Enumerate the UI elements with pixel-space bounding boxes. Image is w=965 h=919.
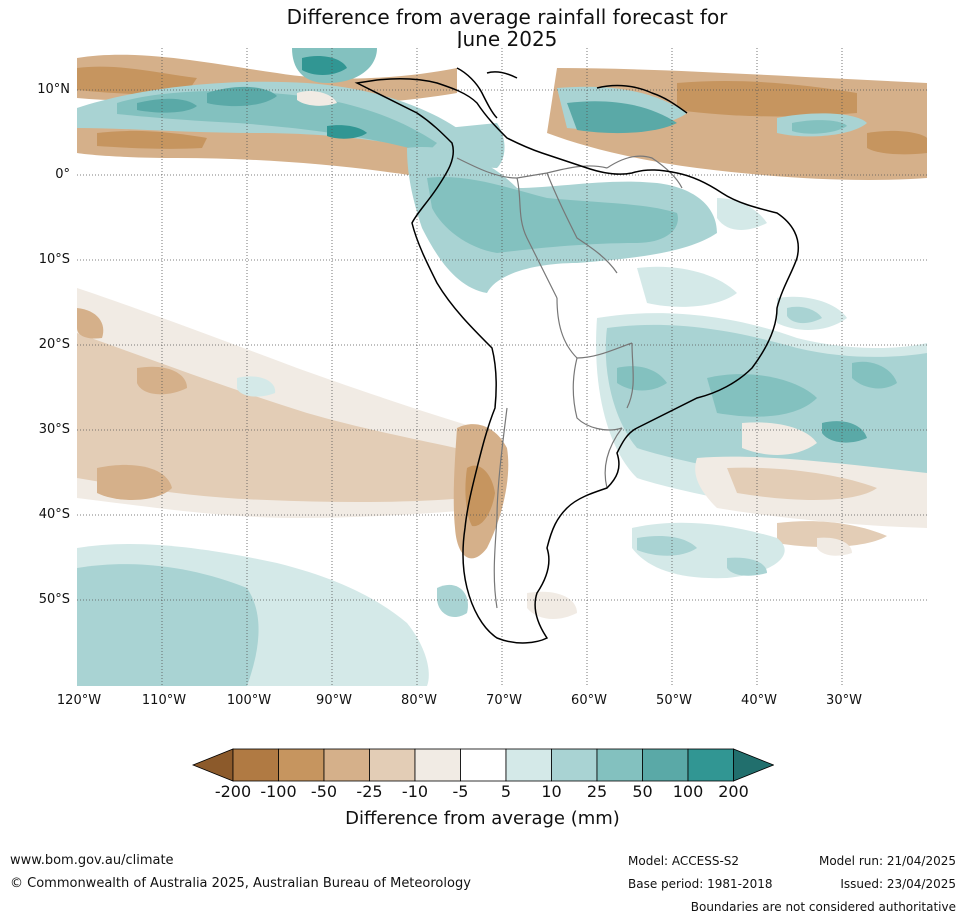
colorbar-cell [505,748,552,782]
footer-base-period: Base period: 1981-2018 [628,877,773,891]
lon-label-120w: 120°W [56,693,102,708]
lat-label-10n: 10°N [37,82,70,97]
colorbar-cells [192,748,774,782]
footer-copyright: © Commonwealth of Australia 2025, Austra… [10,876,471,891]
title-line-2: June 2025 [456,27,558,51]
colorbar-label: Difference from average (mm) [345,808,620,829]
colorbar-extend-low [192,748,234,782]
lon-label-60w: 60°W [571,693,607,708]
colorbar-cell [642,748,689,782]
lon-label-70w: 70°W [486,693,522,708]
colorbar-tick-label: -10 [401,782,429,801]
lon-label-30w: 30°W [826,693,862,708]
footer-model: Model: ACCESS-S2 [628,854,740,868]
colorbar-cell [687,748,734,782]
colorbar-tick-label: -50 [310,782,338,801]
colorbar-cell [232,748,279,782]
colorbar-tick-label: -5 [452,782,469,801]
colorbar-tick-label: -100 [260,782,297,801]
map-title: Difference from average rainfall forecas… [0,6,965,50]
colorbar-tick-label: -25 [356,782,383,801]
rainfall-map [77,48,927,686]
lat-label-40s: 40°S [38,507,70,522]
lat-label-0: 0° [55,167,70,182]
footer-website: www.bom.gov.au/climate [10,853,174,868]
lon-label-40w: 40°W [741,693,777,708]
colorbar-cell [323,748,370,782]
colorbar-cell [460,748,507,782]
colorbar-cell [278,748,325,782]
colorbar-tick-label: 25 [586,782,608,801]
colorbar [192,748,774,782]
lon-label-80w: 80°W [401,693,437,708]
lon-label-100w: 100°W [226,693,272,708]
colorbar-cell [551,748,598,782]
lat-label-30s: 30°S [38,422,70,437]
colorbar-tick-label: 100 [672,782,704,801]
footer-model-run: Model run: 21/04/2025 [818,854,956,868]
colorbar-tick-label: 50 [632,782,653,801]
colorbar-cell [369,748,416,782]
lon-label-90w: 90°W [316,693,352,708]
lat-label-50s: 50°S [38,592,70,607]
colorbar-cell [414,748,461,782]
colorbar-tick-label: -200 [214,782,252,801]
colorbar-tick-label: 10 [541,782,562,801]
footer-issued: Issued: 23/04/2025 [840,877,956,891]
lon-label-50w: 50°W [656,693,692,708]
colorbar-tick-label: 5 [500,782,512,801]
colorbar-extend-high [733,748,774,782]
colorbar-cell [596,748,643,782]
rainfall-anomaly-field [77,48,927,686]
title-line-1: Difference from average rainfall forecas… [286,5,728,29]
lat-label-20s: 20°S [38,337,70,352]
colorbar-tick-label: 200 [718,782,749,801]
lon-label-110w: 110°W [141,693,187,708]
footer-disclaimer: Boundaries are not considered authoritat… [690,900,956,914]
lat-label-10s: 10°S [38,252,70,267]
